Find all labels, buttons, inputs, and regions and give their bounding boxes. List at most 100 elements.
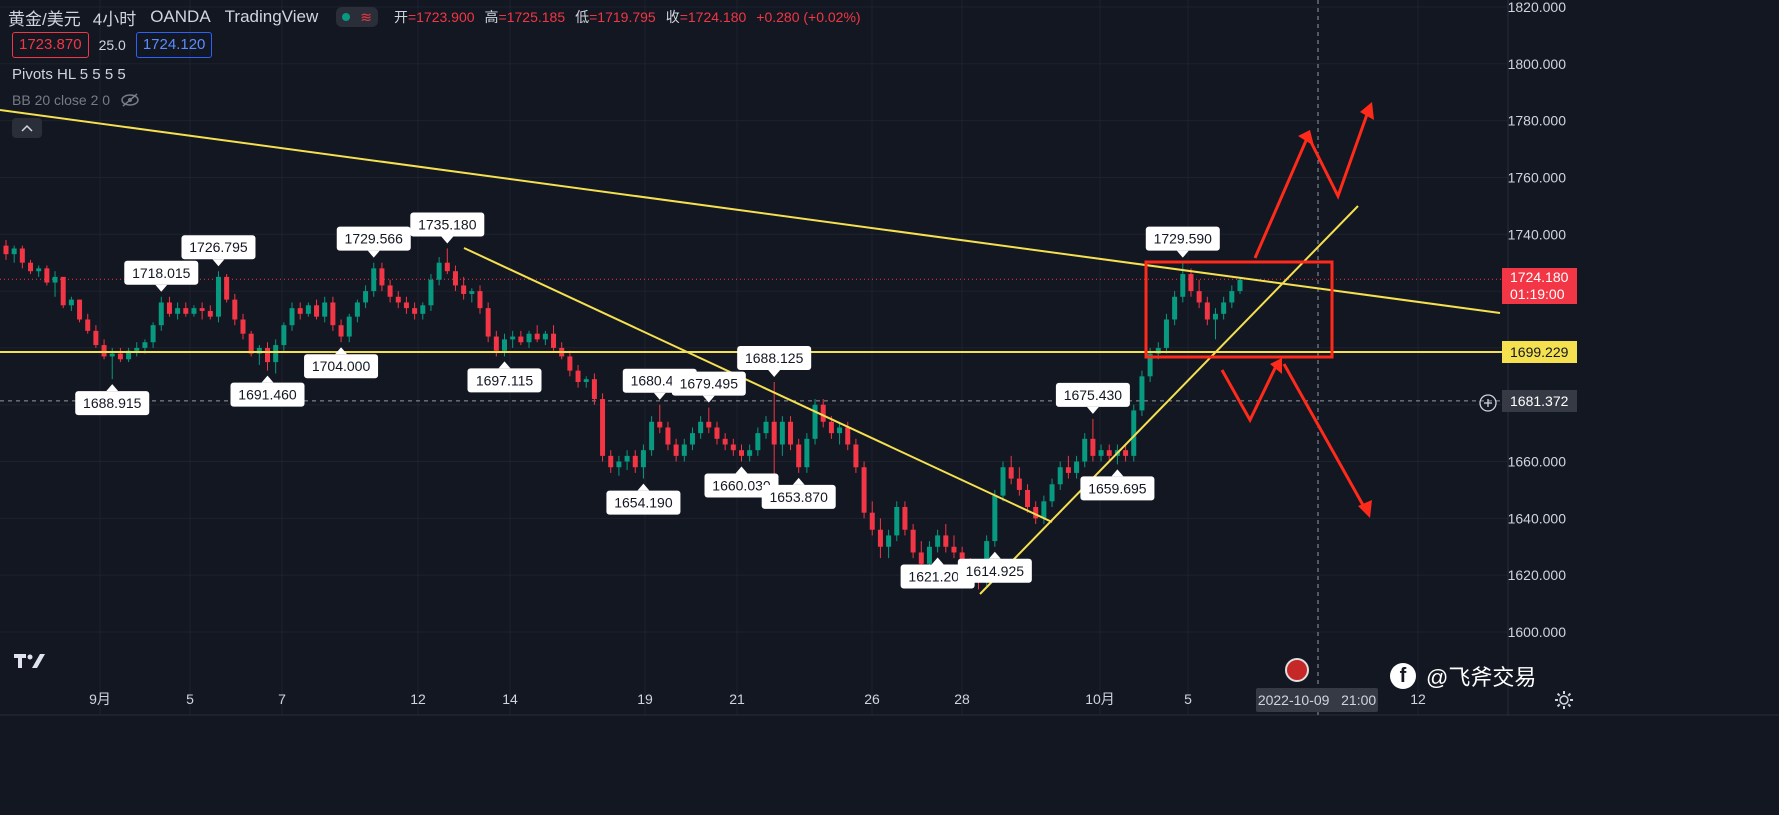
pivot-label-box [761, 484, 836, 509]
candle-body [1057, 467, 1063, 485]
pivot-label-box [467, 368, 542, 393]
uptrend-line [979, 205, 1359, 595]
candle-body [624, 455, 630, 462]
pivot-label-text: 1614.925 [966, 563, 1025, 579]
market-status[interactable]: ≋ [336, 7, 378, 27]
candle-body [706, 421, 712, 428]
market-open-icon [342, 13, 351, 21]
collapse-legend-button[interactable] [12, 118, 42, 138]
candle-body [166, 302, 172, 314]
candle-body [738, 450, 744, 456]
hidden-eye-icon[interactable] [120, 93, 140, 107]
candle-body [951, 546, 957, 553]
timeframe[interactable]: 4小时 [92, 9, 137, 29]
pivot-label-text: 1697.115 [476, 372, 534, 388]
pivot-pointer [106, 384, 119, 392]
candle-body [3, 245, 9, 255]
candle-body [289, 308, 295, 326]
pivot-label-box [1145, 226, 1220, 251]
indicator-bb[interactable]: BB 20 close 2 0 [12, 92, 140, 108]
candle-body [19, 248, 25, 263]
arrow-head [1360, 102, 1374, 120]
candle-body [1131, 410, 1137, 456]
ask-button[interactable]: 1724.120 [135, 32, 213, 58]
indicator-pivots[interactable]: Pivots HL 5 5 5 5 [12, 66, 126, 83]
x-tick-label: 7 [278, 691, 286, 707]
candle-body [52, 276, 58, 283]
pivot-label-box [230, 382, 305, 407]
candle-body [1049, 484, 1055, 502]
bid-ask: 1723.870 25.0 1724.120 [12, 32, 213, 58]
pivot-pointer [155, 284, 168, 292]
tradingview-logo-icon[interactable] [14, 650, 46, 672]
pivot-pointer [335, 347, 348, 355]
pivot-pointer [653, 392, 666, 400]
candle-body [142, 342, 148, 348]
candle-body [902, 507, 908, 530]
platform-name: TradingView [224, 7, 319, 26]
pivot-pointer [768, 370, 781, 377]
us-flag-icon[interactable] [1285, 658, 1309, 682]
candle-body [845, 427, 851, 445]
candle-body [534, 333, 540, 340]
pivot-label-text: 1718.015 [132, 265, 191, 281]
pivot-pointer [261, 375, 274, 383]
pivot-label-text: 1729.566 [345, 231, 404, 247]
candle-body [1000, 467, 1006, 496]
candle-body [779, 421, 785, 445]
candle-body [886, 535, 892, 547]
candle-body [681, 444, 687, 456]
bar-countdown: 01:19:00 [1510, 286, 1565, 303]
candle-body [763, 421, 769, 434]
candle-body [591, 379, 597, 400]
candle-body [77, 299, 83, 320]
add-alert-plus-icon[interactable] [1478, 393, 1498, 413]
candle-body [861, 467, 867, 513]
candle-body [1065, 467, 1071, 473]
pivot-label-box [336, 226, 411, 251]
candle-body [526, 333, 532, 343]
pivot-pointer [988, 551, 1001, 559]
last-price-value: 1724.180 [1510, 269, 1569, 286]
candle-body [68, 299, 74, 306]
candle-body [1016, 478, 1022, 490]
candle-body [698, 421, 704, 434]
candle-body [1172, 296, 1178, 320]
pivot-label-box [1080, 476, 1155, 501]
level-price-tag: 1699.229 [1502, 341, 1577, 363]
candle-body [755, 433, 761, 451]
pivot-label-box [900, 564, 975, 589]
candle-body [485, 308, 491, 337]
candle-body [191, 308, 197, 314]
candle-body [722, 438, 728, 445]
pivot-label-text: 1691.460 [238, 387, 297, 403]
symbol-name[interactable]: 黄金/美元 [8, 9, 81, 29]
arrow-head [1298, 130, 1314, 146]
y-tick-label: 1800.000 [1508, 56, 1567, 72]
candle-body [1098, 450, 1104, 456]
candle-body [477, 291, 483, 309]
pivot-label-text: 1735.180 [418, 216, 477, 232]
candle-body [330, 302, 336, 326]
candle-body [85, 319, 91, 331]
candle-body [918, 552, 924, 564]
watermark-text: @飞斧交易 [1426, 665, 1537, 690]
candle-body [240, 319, 246, 334]
candle-body [395, 296, 401, 303]
candle-body [542, 333, 548, 340]
candle-body [510, 336, 516, 340]
candle-body [403, 302, 409, 309]
candle-body [689, 433, 695, 445]
y-tick-label: 1820.000 [1508, 0, 1567, 15]
settings-gear-icon[interactable] [1554, 690, 1574, 710]
candle-body [452, 271, 458, 286]
crosshair-time-label: 2022-10-09 21:00 [1256, 688, 1378, 712]
candle-body [837, 427, 843, 434]
candle-body [199, 308, 205, 311]
candle-body [1163, 319, 1169, 348]
candle-body [1180, 274, 1186, 297]
candle-body [28, 262, 34, 272]
bid-button[interactable]: 1723.870 [12, 32, 89, 58]
y-tick-label: 1640.000 [1508, 510, 1567, 526]
